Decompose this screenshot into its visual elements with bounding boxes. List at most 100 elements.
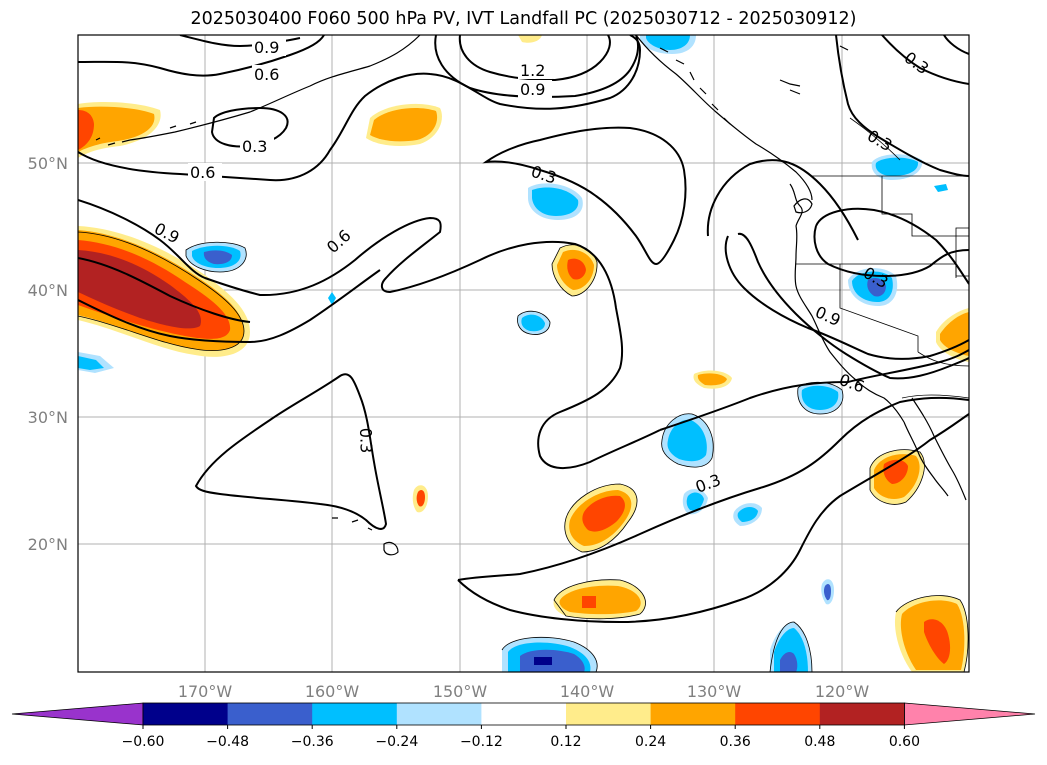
colorbar-segment [143,703,229,725]
ivt-fill-orange-top [518,35,542,43]
ivt-fill-orange-southeast-core [924,619,951,664]
pv-contour-0.3-south [194,373,388,530]
colorbar-extend-max [904,702,1036,726]
border-states-3 [839,264,919,352]
lon-label-130w: 130°W [687,682,742,701]
coast-gulf-islands [659,47,731,125]
figure-title: 2025030400 F060 500 hPa PV, IVT Landfall… [190,9,857,29]
coast-alaska-peninsula [129,35,421,141]
pv-contour-0.3-corner [943,35,969,55]
ivt-fill-blue-south-core [520,649,585,672]
colorbar-segment [735,703,821,725]
colorbar-segment [396,703,482,725]
lat-label-30n: 30°N [28,408,68,427]
contour-label: 0.3 [242,137,267,156]
colorbar-frame [142,702,905,726]
lon-label-140w: 140°W [560,682,615,701]
colorbar-segment [227,703,313,725]
ivt-fill-blue-126w-small-core [737,507,758,522]
colorbar-tick-label: 0.12 [550,734,581,750]
colorbar-tick-label: −0.12 [460,734,503,750]
ivt-fill-orange-139w-core [582,495,625,532]
pv-contour-0.3-top-right [881,35,969,85]
pv-contour-0.3-east-loop [815,207,969,285]
colorbar-tick-label: 0.60 [889,734,920,750]
colorbar: −0.60 −0.48 −0.36 −0.24 −0.12 0.12 0.24 0.36 0.4… [11,702,1036,750]
longitude-labels: 170°W 160°W 150°W 140°W 130°W 120°W [178,682,870,701]
border-states-5 [955,227,969,277]
contour-label: 0.6 [190,163,215,182]
pv-contour-0.9-east [659,349,969,431]
colorbar-tick-label: −0.24 [375,734,418,750]
latitude-labels: 50°N 40°N 30°N 20°N [28,154,68,554]
lon-label-150w: 150°W [433,682,488,701]
ivt-fill-north-blob-orange [370,108,438,142]
map-frame [77,34,970,673]
pv-contour-0.9-east-inner [724,235,969,360]
lon-label-170w: 170°W [178,682,233,701]
ivt-fill-blue-california-core [867,278,886,297]
coast-vancouver-island [793,198,813,214]
pv-contours [78,35,969,624]
pv-contour-0.3-lowest [457,413,969,624]
contour-label: 1.2 [520,61,545,80]
colorbar-segment [566,703,652,725]
pv-contour-west-lower [78,269,381,344]
lat-label-40n: 40°N [28,281,68,300]
ivt-fill-orange-east-edge-core [940,312,969,356]
ivt-fill-orange-15n-mid [559,585,641,615]
gridlines [78,35,969,672]
coast-baja-gulf [911,397,967,501]
pv-contour-0.3-bc [706,159,859,241]
border-alaska-canada [849,117,901,161]
colorbar-tick-label: −0.60 [122,734,165,750]
ivt-fill-blue-left-edge-core [78,356,104,370]
contour-label: 0.9 [520,80,545,99]
pv-contour-0.3-center [482,126,687,266]
ivt-fill-blue-132w-core [667,419,707,462]
ivt-fill-regions [78,35,969,672]
coast-aleutians [95,121,197,146]
pv-contour-west-mid [78,257,251,323]
colorbar-tick-label: 0.24 [635,734,666,750]
ivt-fill-blue-133w-small-core [686,492,704,511]
contour-label: 0.3 [356,427,376,453]
colorbar-segment [819,703,905,725]
ivt-fill-blue-121w-small-core [823,583,831,601]
ivt-fill-west-plume-core [78,250,201,329]
lon-label-160w: 160°W [305,682,360,701]
ivt-fill-orange-15n-core [582,596,596,608]
pv-contour-0.9-west [78,199,661,469]
ivt-fill-outlines [78,231,969,672]
ivt-fill-blue-south-dark [534,657,552,665]
pv-contour-1.2 [458,35,611,82]
ivt-fill-blue-bc-small [934,184,948,192]
ivt-fill-orange-small-core [697,373,727,386]
pv-contour-0.3-lower [457,396,969,581]
ivt-fill-blue-125w-south-core [780,652,798,672]
colorbar-segment [481,703,567,725]
coast-arctic-islands [779,45,849,95]
coast-hawaii [332,517,399,556]
ivt-fill-orange-center-core [567,258,586,280]
map-panel: 0.9 0.6 0.3 0.6 0.9 0.6 1.2 0.9 0.3 0.3 … [77,34,970,673]
lon-label-120w: 120°W [815,682,870,701]
pv-contour-0.6-east [737,232,969,380]
colorbar-tick-label: −0.36 [291,734,334,750]
colorbar-tick-label: 0.48 [804,734,835,750]
coast-us-west [794,225,905,423]
ivt-fill-blue-west-core [203,250,232,265]
border-mexico [901,394,969,399]
ivt-fill-blue-mid-north-core [532,187,579,216]
colorbar-tick-label: −0.48 [206,734,249,750]
pv-contour-0.6-nw [78,35,325,77]
colorbar-tick-label: 0.36 [720,734,751,750]
coast-baja [903,421,949,497]
ivt-fill-blue-160w [328,292,336,305]
pv-contour-0.3-ne [835,35,969,177]
ivt-fill-nw-corner-red [78,110,94,150]
colorbar-segment [650,703,736,725]
coast-bc [789,183,803,227]
colorbar-segments [11,702,1036,726]
